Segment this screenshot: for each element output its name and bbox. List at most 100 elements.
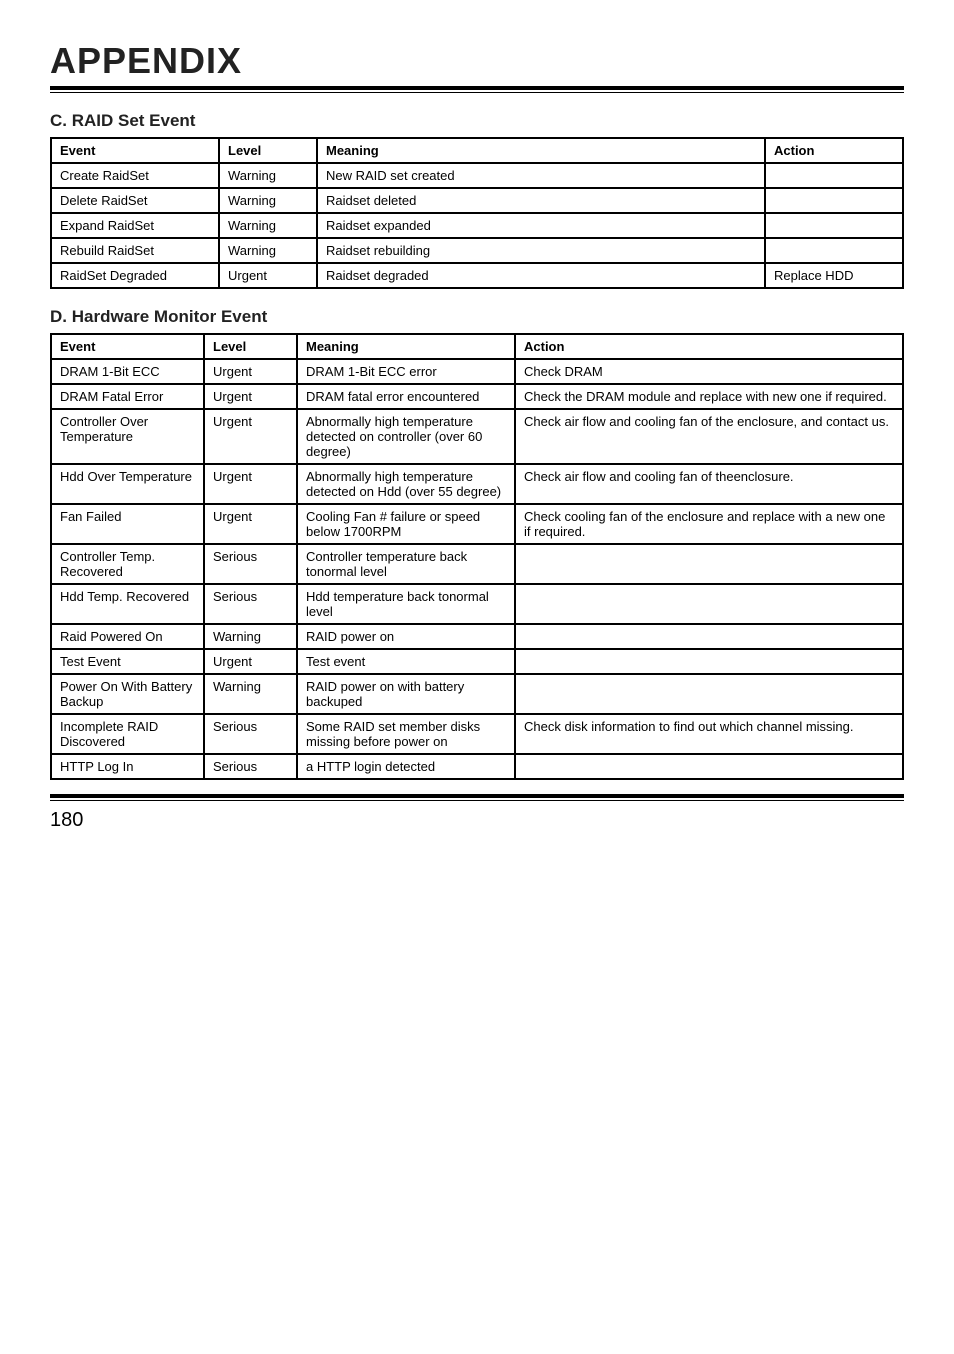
cell-event: Delete RaidSet	[51, 188, 219, 213]
cell-action: Check air flow and cooling fan of theenc…	[515, 464, 903, 504]
col-level: Level	[204, 334, 297, 359]
cell-meaning: Abnormally high temperature detected on …	[297, 409, 515, 464]
cell-action	[765, 213, 903, 238]
cell-action: Replace HDD	[765, 263, 903, 288]
table-row: Power On With Battery Backup Warning RAI…	[51, 674, 903, 714]
section-d-title: D. Hardware Monitor Event	[50, 307, 904, 327]
cell-level: Urgent	[204, 649, 297, 674]
table-row: Delete RaidSet Warning Raidset deleted	[51, 188, 903, 213]
table-row: Rebuild RaidSet Warning Raidset rebuildi…	[51, 238, 903, 263]
cell-level: Urgent	[204, 409, 297, 464]
cell-event: Create RaidSet	[51, 163, 219, 188]
cell-action	[515, 674, 903, 714]
cell-level: Urgent	[204, 464, 297, 504]
cell-meaning: Some RAID set member disks missing befor…	[297, 714, 515, 754]
page-number: 180	[50, 809, 904, 832]
table-row: Expand RaidSet Warning Raidset expanded	[51, 213, 903, 238]
table-row: Controller Temp. Recovered Serious Contr…	[51, 544, 903, 584]
footer-thick-rule	[50, 794, 904, 798]
cell-event: Raid Powered On	[51, 624, 204, 649]
col-meaning: Meaning	[297, 334, 515, 359]
col-event: Event	[51, 334, 204, 359]
raid-set-event-table: Event Level Meaning Action Create RaidSe…	[50, 137, 904, 289]
cell-level: Warning	[204, 624, 297, 649]
cell-meaning: New RAID set created	[317, 163, 765, 188]
hardware-monitor-event-table: Event Level Meaning Action DRAM 1-Bit EC…	[50, 333, 904, 780]
cell-event: Test Event	[51, 649, 204, 674]
cell-action: Check DRAM	[515, 359, 903, 384]
cell-level: Urgent	[204, 504, 297, 544]
table-row: Raid Powered On Warning RAID power on	[51, 624, 903, 649]
table-row: Fan Failed Urgent Cooling Fan # failure …	[51, 504, 903, 544]
cell-level: Urgent	[219, 263, 317, 288]
cell-level: Serious	[204, 544, 297, 584]
cell-meaning: DRAM 1-Bit ECC error	[297, 359, 515, 384]
cell-meaning: RAID power on	[297, 624, 515, 649]
cell-event: Incomplete RAID Discovered	[51, 714, 204, 754]
table-header-row: Event Level Meaning Action	[51, 334, 903, 359]
cell-level: Urgent	[204, 384, 297, 409]
cell-level: Urgent	[204, 359, 297, 384]
table-header-row: Event Level Meaning Action	[51, 138, 903, 163]
header-thin-rule	[50, 92, 904, 93]
table-row: Incomplete RAID Discovered Serious Some …	[51, 714, 903, 754]
col-level: Level	[219, 138, 317, 163]
cell-level: Serious	[204, 714, 297, 754]
cell-meaning: Raidset expanded	[317, 213, 765, 238]
cell-level: Serious	[204, 584, 297, 624]
cell-event: DRAM Fatal Error	[51, 384, 204, 409]
table-row: DRAM 1-Bit ECC Urgent DRAM 1-Bit ECC err…	[51, 359, 903, 384]
cell-action	[515, 649, 903, 674]
col-event: Event	[51, 138, 219, 163]
cell-action	[515, 754, 903, 779]
cell-meaning: Raidset deleted	[317, 188, 765, 213]
cell-level: Warning	[219, 188, 317, 213]
cell-meaning: Raidset degraded	[317, 263, 765, 288]
cell-event: Rebuild RaidSet	[51, 238, 219, 263]
cell-meaning: Abnormally high temperature detected on …	[297, 464, 515, 504]
cell-event: Power On With Battery Backup	[51, 674, 204, 714]
table-row: HTTP Log In Serious a HTTP login detecte…	[51, 754, 903, 779]
cell-event: HTTP Log In	[51, 754, 204, 779]
cell-meaning: Cooling Fan # failure or speed below 170…	[297, 504, 515, 544]
cell-action: Check the DRAM module and replace with n…	[515, 384, 903, 409]
table-row: DRAM Fatal Error Urgent DRAM fatal error…	[51, 384, 903, 409]
table-row: Hdd Over Temperature Urgent Abnormally h…	[51, 464, 903, 504]
cell-meaning: a HTTP login detected	[297, 754, 515, 779]
section-c-title: C. RAID Set Event	[50, 111, 904, 131]
table-row: Controller Over Temperature Urgent Abnor…	[51, 409, 903, 464]
cell-action	[765, 188, 903, 213]
col-action: Action	[765, 138, 903, 163]
cell-level: Warning	[219, 163, 317, 188]
chapter-title: APPENDIX	[50, 40, 904, 82]
cell-event: DRAM 1-Bit ECC	[51, 359, 204, 384]
cell-meaning: Raidset rebuilding	[317, 238, 765, 263]
cell-action	[765, 163, 903, 188]
table-row: Test Event Urgent Test event	[51, 649, 903, 674]
table-row: RaidSet Degraded Urgent Raidset degraded…	[51, 263, 903, 288]
table-row: Create RaidSet Warning New RAID set crea…	[51, 163, 903, 188]
cell-event: RaidSet Degraded	[51, 263, 219, 288]
cell-event: Controller Temp. Recovered	[51, 544, 204, 584]
cell-meaning: Hdd temperature back tonormal level	[297, 584, 515, 624]
cell-event: Controller Over Temperature	[51, 409, 204, 464]
col-meaning: Meaning	[317, 138, 765, 163]
cell-meaning: DRAM fatal error encountered	[297, 384, 515, 409]
cell-level: Warning	[219, 213, 317, 238]
cell-action: Check cooling fan of the enclosure and r…	[515, 504, 903, 544]
cell-level: Warning	[219, 238, 317, 263]
cell-event: Expand RaidSet	[51, 213, 219, 238]
cell-meaning: Controller temperature back tonormal lev…	[297, 544, 515, 584]
cell-action	[515, 624, 903, 649]
cell-action	[765, 238, 903, 263]
cell-level: Serious	[204, 754, 297, 779]
cell-event: Hdd Temp. Recovered	[51, 584, 204, 624]
table-row: Hdd Temp. Recovered Serious Hdd temperat…	[51, 584, 903, 624]
cell-meaning: Test event	[297, 649, 515, 674]
cell-action: Check disk information to find out which…	[515, 714, 903, 754]
cell-action: Check air flow and cooling fan of the en…	[515, 409, 903, 464]
cell-event: Fan Failed	[51, 504, 204, 544]
header-thick-rule	[50, 86, 904, 90]
cell-meaning: RAID power on with battery backuped	[297, 674, 515, 714]
footer-thin-rule	[50, 800, 904, 801]
